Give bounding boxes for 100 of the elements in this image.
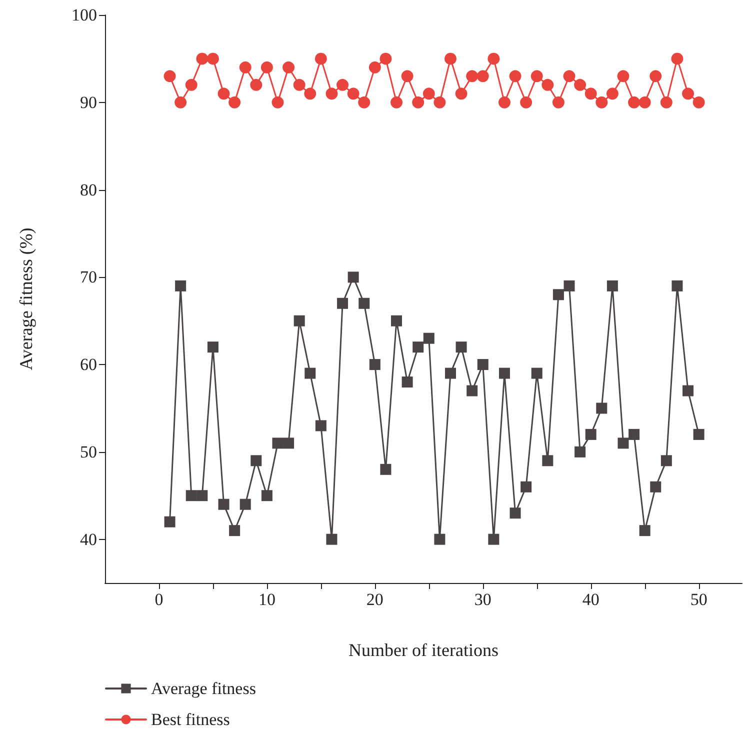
point [304,88,316,100]
point [531,368,542,379]
point [617,70,630,82]
point [552,96,564,108]
point [218,498,230,510]
point [584,88,597,100]
point [477,359,488,370]
x-axis-title: Number of iterations [348,640,498,660]
point [315,420,326,432]
point [563,70,576,82]
point [650,70,662,82]
point [272,438,284,449]
point [564,280,575,292]
x-tick-label: 0 [154,590,164,609]
point [326,88,338,100]
point [488,52,500,65]
point [369,359,380,370]
point [671,52,684,65]
point [174,96,187,108]
point [412,342,424,353]
point [542,78,554,91]
point [682,385,694,396]
point [336,78,349,91]
point [380,464,392,475]
point [574,446,586,458]
point [347,88,360,100]
point [164,516,176,528]
point [692,96,705,108]
point [574,78,586,91]
y-tick-label: 80 [80,180,97,200]
point [207,342,218,353]
point [498,96,510,108]
point [261,490,272,502]
y-tick-label: 70 [80,268,97,287]
legend-label: Average fitness [151,679,256,698]
point [239,61,252,74]
point [606,88,618,100]
point [498,368,510,379]
point [488,534,500,545]
point [250,78,262,91]
point [391,315,402,326]
y-axis-title: Average fitness (%) [16,228,36,370]
point [229,525,240,536]
y-tick-label: 60 [80,355,97,374]
x-tick-label: 40 [582,590,600,609]
point [596,96,608,108]
point [175,280,186,292]
point [401,70,414,82]
point [444,368,456,379]
point [272,96,284,108]
point [628,428,640,440]
point [638,96,651,108]
point [348,272,359,283]
point [660,455,672,466]
point [196,52,208,65]
x-tick-label: 20 [366,590,384,609]
point [476,70,489,82]
y-tick-label: 100 [72,6,97,24]
point [422,88,435,100]
point [186,490,197,502]
point [390,96,403,108]
point [304,368,316,379]
x-tick-label: 50 [690,590,708,609]
point [293,78,306,91]
point [260,61,273,74]
y-tick-label: 50 [80,442,97,462]
point [660,96,672,108]
point [542,455,554,466]
x-tick-label: 10 [258,590,276,609]
point [294,315,305,326]
point [423,332,434,344]
point [618,438,629,449]
point [185,78,198,91]
point [650,481,662,492]
point [358,96,370,108]
point [282,61,295,74]
point [402,376,413,388]
point [368,61,381,74]
point [693,428,704,440]
x-tick-label: 30 [474,590,492,609]
point [337,298,348,309]
point [228,96,241,108]
point [530,70,543,82]
point [639,525,650,536]
point [552,289,564,300]
point [326,534,338,545]
point [585,428,596,440]
y-tick-label: 40 [80,530,97,549]
point [520,96,532,108]
point [509,70,522,82]
point [250,455,262,466]
point [672,280,683,292]
point [240,498,251,510]
point [606,280,618,292]
point [196,490,208,502]
point [283,438,294,449]
point [380,52,392,65]
point [314,52,327,65]
point [682,88,694,100]
point [520,481,532,492]
